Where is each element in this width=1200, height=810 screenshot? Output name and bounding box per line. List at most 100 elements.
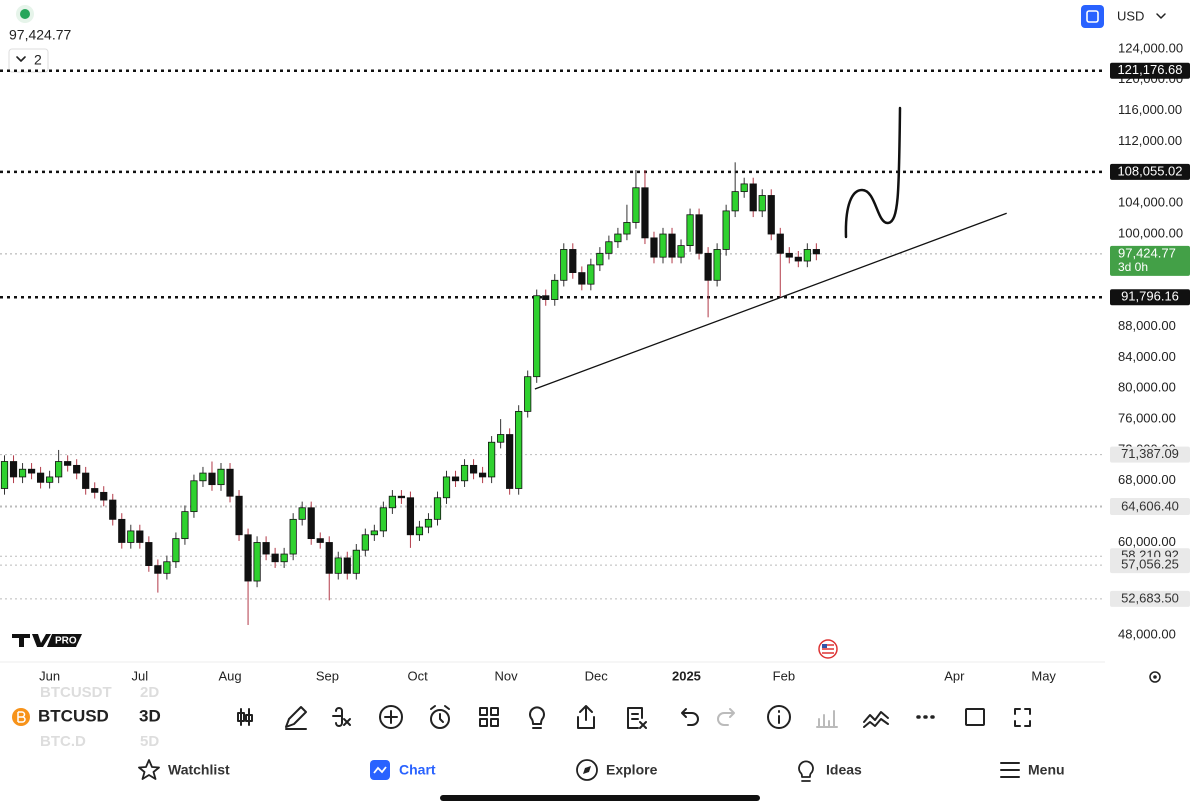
y-tick-label: 116,000.00: [1118, 102, 1182, 117]
y-tick-label: 48,000.00: [1118, 626, 1176, 641]
candle-body: [370, 530, 378, 536]
layouts-count: 2: [34, 52, 42, 68]
candle-body: [64, 461, 72, 466]
status-dot: [20, 9, 30, 19]
candle-body: [172, 538, 180, 563]
candle-body: [460, 464, 469, 482]
candle-body: [334, 557, 342, 574]
level-label-box: [1110, 590, 1190, 607]
candle-body: [253, 542, 261, 582]
bitcoin-glyph: [17, 711, 26, 723]
candle-body: [307, 507, 315, 540]
candle-body: [298, 507, 306, 520]
x-tick-label: Dec: [585, 668, 609, 683]
nav-item[interactable]: Ideas: [826, 762, 862, 778]
candle-body: [388, 495, 396, 509]
candle-body: [524, 376, 532, 412]
logo-text: PRO: [55, 636, 77, 647]
candle-body: [127, 530, 135, 543]
ideas-icon: [798, 760, 814, 782]
candle-body: [451, 476, 460, 482]
nav-item[interactable]: Menu: [1028, 762, 1065, 778]
candle-body: [812, 249, 820, 255]
candle-body: [686, 214, 694, 246]
candle-body: [325, 542, 333, 574]
faded-symbol: BTC.D: [40, 733, 86, 750]
sync-button[interactable]: [1081, 5, 1104, 28]
candle-body: [433, 497, 442, 520]
countdown-label: 3d 0h: [1118, 260, 1148, 274]
candle-body: [785, 252, 793, 258]
y-tick-label: 104,000.00: [1118, 195, 1183, 210]
candle-body: [82, 472, 90, 489]
candle-body: [352, 549, 360, 574]
candle-body: [578, 272, 586, 285]
layouts-button[interactable]: [8, 48, 49, 73]
candle-body: [27, 468, 36, 474]
x-tick-label: Oct: [408, 668, 429, 683]
candle-body: [749, 183, 757, 212]
nav-item[interactable]: Watchlist: [168, 762, 230, 778]
candle-body: [758, 195, 766, 212]
level-label: 91,796.16: [1121, 289, 1179, 304]
freehand-drawing: [844, 106, 902, 239]
interval[interactable]: 3D: [139, 706, 161, 725]
candle-body: [118, 518, 126, 543]
y-tick-label: 76,000.00: [1118, 411, 1176, 426]
level-label: 52,683.50: [1121, 590, 1179, 605]
symbol[interactable]: BTCUSD: [38, 706, 109, 725]
x-tick-label: Feb: [773, 668, 795, 683]
candle-body: [262, 542, 270, 555]
currency: USD: [1117, 8, 1144, 23]
nav-item[interactable]: Explore: [606, 762, 658, 778]
y-tick-label: 88,000.00: [1118, 318, 1176, 333]
candle-body: [695, 214, 703, 254]
candle-body: [488, 441, 496, 478]
candle-body: [199, 472, 207, 482]
level-label-box: [1110, 557, 1190, 574]
candle-body: [316, 538, 324, 543]
candle-body: [397, 495, 406, 499]
level-label-box: [1110, 289, 1190, 306]
level-label-box: [1110, 163, 1190, 180]
candle-body: [190, 480, 198, 513]
candle-body: [614, 233, 622, 243]
candle-body: [442, 476, 451, 499]
candle-body: [677, 245, 685, 258]
chart-icon-line: [373, 766, 387, 774]
chevron: [1156, 13, 1166, 19]
candle-body: [560, 249, 568, 281]
level-label: 64,606.40: [1121, 498, 1179, 513]
settings-icon[interactable]: [1149, 671, 1161, 683]
candle-body: [767, 195, 775, 235]
y-tick-label: 68,000.00: [1118, 472, 1176, 487]
y-tick-label: 124,000.00: [1118, 40, 1183, 55]
candle-body: [379, 507, 387, 532]
candle-body: [569, 249, 577, 273]
candle-body: [424, 518, 433, 528]
candle-body: [145, 542, 153, 567]
currency-select[interactable]: [1110, 5, 1196, 28]
last-price-box: [1110, 245, 1190, 276]
candle-body: [289, 518, 297, 555]
x-tick-label: May: [1031, 668, 1056, 683]
level-label: 57,056.25: [1121, 557, 1179, 572]
sync-icon: [1086, 10, 1099, 23]
candle-body: [73, 464, 81, 474]
candle-body: [415, 526, 424, 536]
faded-interval: 2D: [140, 684, 159, 701]
y-tick-label: 112,000.00: [1118, 133, 1182, 148]
candle-body: [803, 249, 811, 262]
chart: 124,000.00120,000.00116,000.00112,000.00…: [0, 40, 1190, 683]
candle-body: [226, 468, 234, 497]
candle-body: [154, 565, 162, 574]
home-indicator: [440, 795, 760, 801]
candle-body: [605, 241, 613, 254]
toolbar-icons[interactable]: [237, 705, 1031, 730]
chevron: [16, 56, 26, 62]
candle-body: [731, 191, 739, 212]
candle-body: [18, 468, 27, 478]
explore-icon: [576, 759, 598, 781]
nav-item[interactable]: Chart: [399, 762, 436, 778]
candle-body: [587, 264, 595, 285]
